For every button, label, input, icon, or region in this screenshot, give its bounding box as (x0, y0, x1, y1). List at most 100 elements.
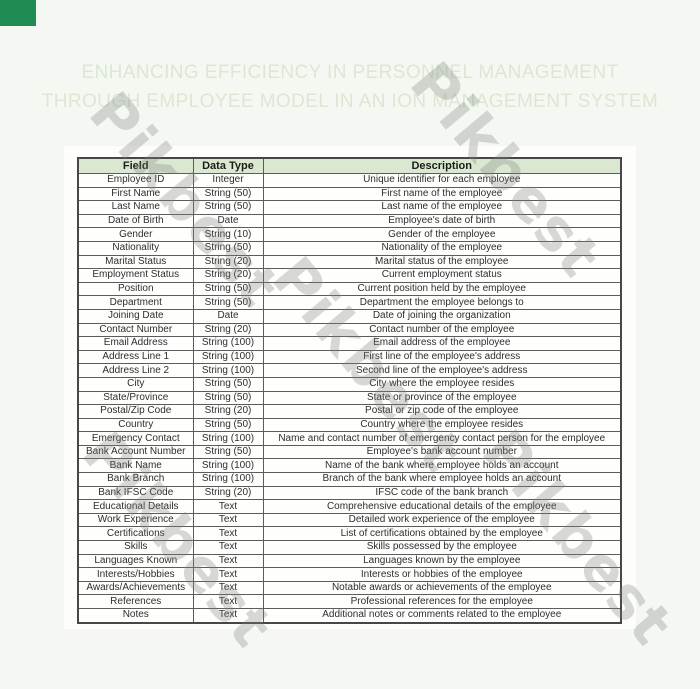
field-cell: State/Province (77, 390, 194, 406)
table-row: Gender String (10) Gender of the employee (77, 227, 622, 242)
field-cell: Email Address (77, 336, 194, 351)
description-cell: Languages known by the employee (262, 553, 622, 569)
table-row: Emergency Contact String (100) Name and co… (77, 431, 622, 446)
description-cell: Marital status of the employee (262, 254, 622, 270)
field-cell: Languages Known (77, 553, 194, 569)
table-row: Awards/Achievements Text Notable awards or… (77, 580, 622, 596)
description-cell: Professional references for the employee (262, 594, 622, 609)
field-cell: Awards/Achievements (77, 580, 194, 596)
table-row: References Text Professional references fo… (77, 594, 622, 609)
description-cell: Second line of the employee's address (262, 363, 622, 378)
description-cell: Department the employee belongs to (262, 295, 622, 310)
data-type-cell: Text (192, 499, 264, 514)
description-cell: Current position held by the employee (262, 281, 622, 297)
field-cell: Address Line 1 (77, 349, 194, 365)
data-type-cell: String (50) (192, 281, 264, 297)
description-cell: Detailed work experience of the employee (262, 512, 622, 528)
data-type-cell: String (100) (192, 336, 264, 351)
field-cell: Emergency Contact (77, 431, 194, 446)
description-cell: Date of joining the organization (262, 308, 622, 324)
column-header: Field (77, 157, 194, 174)
field-cell: Marital Status (77, 254, 194, 270)
description-cell: Employee's date of birth (262, 213, 622, 229)
field-cell: Date of Birth (77, 213, 194, 229)
data-type-cell: Date (192, 308, 264, 324)
table-row: Joining Date Date Date of joining the orga… (77, 308, 622, 324)
data-type-cell: String (100) (192, 472, 264, 487)
page-title-line2: THROUGH EMPLOYEE MODEL IN AN ION MANAGEM… (41, 91, 659, 112)
table-row: Bank Branch String (100) Branch of the ban… (77, 472, 622, 487)
data-type-cell: String (100) (192, 363, 264, 378)
table-row: Languages Known Text Languages known by th… (77, 553, 622, 569)
data-type-cell: Text (192, 540, 264, 555)
description-cell: Contact number of the employee (262, 322, 622, 338)
data-type-cell: Text (192, 512, 264, 528)
table-row: Country String (50) Country where the empl… (77, 417, 622, 433)
field-cell: Notes (77, 607, 194, 624)
data-type-cell: String (50) (192, 390, 264, 406)
data-type-cell: String (20) (192, 485, 264, 501)
table-row: Contact Number String (20) Contact number … (77, 322, 622, 338)
table-row: Certifications Text List of certifications… (77, 526, 622, 542)
description-cell: Notable awards or achievements of the em… (262, 580, 622, 596)
table-row: Address Line 1 String (100) First line of … (77, 349, 622, 365)
content-panel: Field Data Type Description Employee ID Int… (64, 146, 636, 629)
field-cell: References (77, 594, 194, 609)
data-type-cell: String (50) (192, 417, 264, 433)
description-cell: Unique identifier for each employee (262, 173, 622, 188)
field-cell: Skills (77, 540, 194, 555)
table-row: Employment Status String (20) Current empl… (77, 268, 622, 283)
table-row: Position String (50) Current position held… (77, 281, 622, 297)
data-type-cell: String (20) (192, 322, 264, 338)
field-cell: Nationality (77, 240, 194, 256)
data-type-cell: String (10) (192, 227, 264, 242)
table-row: Bank Account Number String (50) Employee's… (77, 444, 622, 460)
description-cell: Gender of the employee (262, 227, 622, 242)
field-cell: First Name (77, 186, 194, 202)
data-type-cell: String (20) (192, 404, 264, 419)
table-row: Last Name String (50) Last name of the emp… (77, 200, 622, 215)
table-row: City String (50) City where the employee r… (77, 376, 622, 392)
description-cell: City where the employee resides (262, 376, 622, 392)
table-row: Bank IFSC Code String (20) IFSC code of th… (77, 485, 622, 501)
data-type-cell: String (50) (192, 240, 264, 256)
table-row: Employee ID Integer Unique identifier for … (77, 173, 622, 188)
data-type-cell: String (100) (192, 458, 264, 474)
field-cell: Bank Account Number (77, 444, 194, 460)
field-cell: Last Name (77, 200, 194, 215)
description-cell: Skills possessed by the employee (262, 540, 622, 555)
data-type-cell: String (100) (192, 431, 264, 446)
description-cell: State or province of the employee (262, 390, 622, 406)
description-cell: List of certifications obtained by the e… (262, 526, 622, 542)
description-cell: Current employment status (262, 268, 622, 283)
data-type-cell: String (50) (192, 444, 264, 460)
description-cell: Postal or zip code of the employee (262, 404, 622, 419)
table-row: Educational Details Text Comprehensive edu… (77, 499, 622, 514)
field-cell: Address Line 2 (77, 363, 194, 378)
field-cell: Country (77, 417, 194, 433)
page-title-line1: ENHANCING EFFICIENCY IN PERSONNEL MANAGE… (81, 62, 619, 83)
description-cell: Name of the bank where employee holds an… (262, 458, 622, 474)
description-cell: Country where the employee resides (262, 417, 622, 433)
description-cell: Last name of the employee (262, 200, 622, 215)
data-type-cell: String (100) (192, 349, 264, 365)
description-cell: First line of the employee's address (262, 349, 622, 365)
data-type-cell: Date (192, 213, 264, 229)
description-cell: Nationality of the employee (262, 240, 622, 256)
field-cell: Certifications (77, 526, 194, 542)
data-type-cell: String (20) (192, 268, 264, 283)
data-type-cell: Text (192, 607, 264, 624)
field-cell: Contact Number (77, 322, 194, 338)
field-cell: Gender (77, 227, 194, 242)
data-type-cell: Text (192, 594, 264, 609)
table-row: Email Address String (100) Email address o… (77, 336, 622, 351)
field-cell: Position (77, 281, 194, 297)
field-cell: Bank Name (77, 458, 194, 474)
data-type-cell: Text (192, 567, 264, 582)
field-cell: Bank Branch (77, 472, 194, 487)
table-row: Department String (50) Department the empl… (77, 295, 622, 310)
description-cell: Email address of the employee (262, 336, 622, 351)
employee-model-table: Field Data Type Description Employee ID Int… (77, 157, 622, 624)
field-cell: Postal/Zip Code (77, 404, 194, 419)
